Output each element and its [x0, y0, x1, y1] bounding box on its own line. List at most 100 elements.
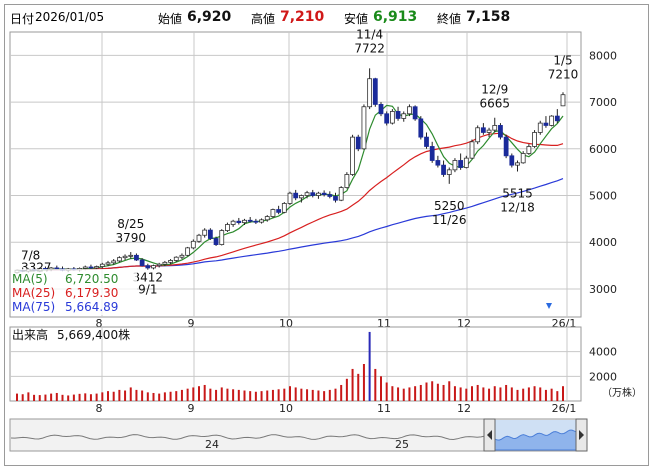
- volume-bar: [254, 391, 257, 401]
- volume-bar: [436, 383, 439, 401]
- candle-body: [196, 234, 202, 242]
- annotation-date: 1/5: [553, 53, 572, 67]
- candle-body: [287, 192, 293, 204]
- candle-body: [327, 194, 333, 197]
- volume-bar: [186, 388, 189, 401]
- candle-body: [384, 113, 390, 124]
- volume-bar: [209, 388, 212, 401]
- volume-bar: [78, 393, 81, 401]
- volume-bar: [289, 386, 291, 401]
- annotation-date: 11/26: [432, 213, 467, 227]
- volume-bar: [402, 388, 405, 401]
- volume-bar: [414, 386, 417, 401]
- volume-bar: [556, 391, 559, 401]
- volume-bar: [419, 384, 422, 401]
- candle-body: [412, 106, 418, 120]
- candle-body: [316, 192, 321, 196]
- volume-bars: [16, 331, 564, 401]
- volume-bar: [323, 391, 326, 401]
- volume-tick-label: 2000: [589, 370, 617, 383]
- navigator-label-24: 24: [205, 438, 219, 451]
- candle-body: [162, 261, 168, 265]
- candle-body: [515, 162, 520, 166]
- annotation-date: 8/25: [117, 217, 144, 231]
- price-tick-label: 4000: [589, 236, 617, 249]
- chevron-right-icon: [579, 430, 584, 440]
- volume-bar: [408, 387, 411, 401]
- price-x-tick-label: 9: [188, 317, 195, 330]
- chart-window: 日付 2026/01/05 始値 6,920 高値 7,210 安値 6,913…: [4, 4, 649, 466]
- volume-bar: [471, 386, 473, 401]
- volume-bar: [118, 389, 121, 401]
- volume-bar: [431, 381, 434, 401]
- volume-x-tick-label: 10: [279, 402, 293, 415]
- candles: [14, 68, 566, 274]
- volume-bar: [562, 386, 564, 401]
- volume-bar: [266, 390, 269, 401]
- candle-body: [350, 136, 355, 175]
- annotations: 7/833278/25379034129/111/47722525011/261…: [21, 27, 578, 296]
- volume-bar: [226, 388, 229, 401]
- annotation-value: 6665: [479, 97, 510, 111]
- volume-value: 5,669,400株: [57, 327, 130, 342]
- candle-body: [94, 266, 100, 269]
- price-tick-label: 6000: [589, 143, 617, 156]
- ma-legend: MA(5) 6,720.50 MA(25) 6,179.30 MA(75) 5,…: [11, 269, 137, 315]
- volume-bar: [84, 393, 87, 401]
- candle-body: [298, 195, 304, 199]
- navigator-left-handle[interactable]: [483, 418, 496, 452]
- annotation-value: 5515: [502, 186, 533, 200]
- candle-body: [537, 122, 543, 133]
- volume-axis: 2000 4000: [589, 346, 617, 384]
- candle-body: [486, 129, 492, 133]
- candle-body: [372, 78, 378, 105]
- candle-body: [111, 260, 117, 264]
- candle-body: [88, 266, 94, 269]
- annotation-date: 9/1: [138, 283, 157, 297]
- volume-bar: [311, 389, 314, 401]
- volume-bar: [510, 387, 513, 401]
- candle-body: [304, 192, 310, 196]
- candle-body: [389, 111, 395, 124]
- candle-body: [355, 136, 361, 150]
- candle-body: [543, 122, 549, 126]
- volume-bar: [277, 389, 280, 401]
- candle-body: [378, 104, 384, 115]
- price-axis: 3000 4000 5000 6000 7000 8000: [589, 49, 617, 296]
- candle-body: [122, 255, 128, 259]
- volume-bar: [237, 389, 240, 401]
- volume-bar: [33, 394, 36, 401]
- navigator-area: [494, 429, 577, 451]
- date-value: 2026/01/05: [35, 10, 105, 24]
- price-x-grid: [101, 32, 568, 317]
- candle-body: [554, 115, 560, 122]
- candle-body: [469, 141, 475, 159]
- volume-bar: [357, 373, 360, 401]
- volume-bar: [516, 389, 519, 401]
- candle-body: [128, 254, 134, 257]
- volume-bar: [465, 388, 468, 401]
- candle-body: [367, 78, 373, 108]
- candle-body: [54, 267, 60, 270]
- volume-bar: [158, 393, 161, 401]
- volume-x-tick-label: 9: [188, 402, 195, 415]
- annotation-date: 12/18: [500, 200, 535, 214]
- volume-bar: [522, 388, 525, 401]
- volume-bar: [27, 392, 30, 401]
- volume-bar: [397, 387, 400, 401]
- candle-body: [145, 265, 151, 269]
- high-value: 7,210: [280, 9, 325, 25]
- volume-bar: [539, 387, 542, 401]
- candle-body: [492, 125, 498, 131]
- candle-body: [156, 263, 162, 267]
- price-tick-label: 7000: [589, 96, 617, 109]
- navigator-right-handle[interactable]: [575, 418, 588, 452]
- volume-bar: [141, 390, 144, 401]
- candle-body: [247, 219, 253, 222]
- volume-bar: [198, 386, 200, 401]
- volume-bar: [453, 386, 456, 401]
- volume-bar: [488, 388, 491, 401]
- candle-body: [99, 263, 105, 267]
- candle-body: [338, 187, 344, 201]
- candle-body: [361, 106, 367, 150]
